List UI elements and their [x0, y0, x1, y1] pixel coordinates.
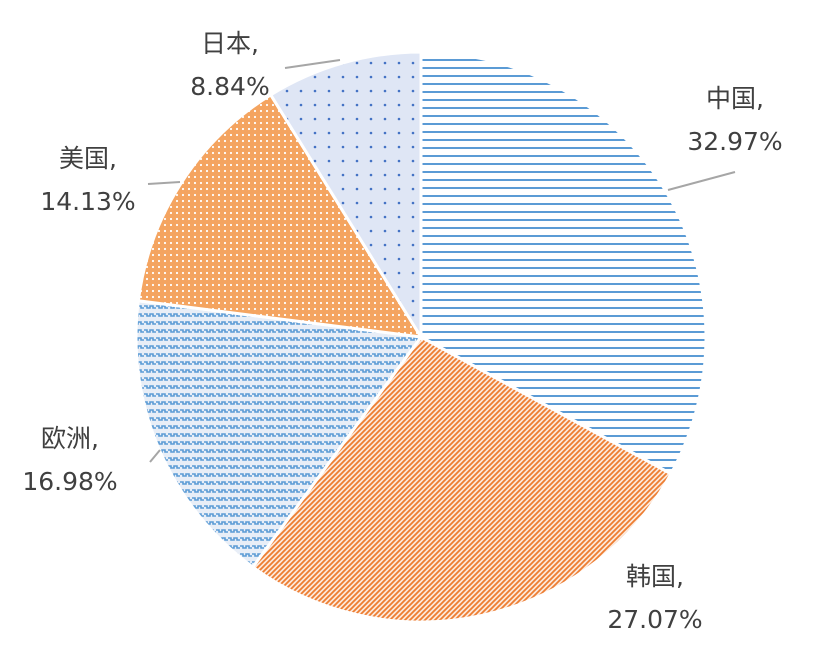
- pie-slice: [419, 50, 708, 476]
- category-label: 美国,: [59, 144, 117, 173]
- leader-line: [147, 181, 181, 185]
- pie-slice: [250, 335, 674, 624]
- category-label: 日本,: [201, 29, 259, 58]
- category-label: 韩国,: [626, 562, 684, 591]
- value-label: 27.07%: [607, 605, 702, 634]
- value-label: 8.84%: [190, 72, 269, 101]
- leader-line: [149, 449, 161, 463]
- leader-line: [667, 171, 736, 191]
- value-label: 32.97%: [687, 127, 782, 156]
- value-label: 14.13%: [40, 187, 135, 216]
- pie-slice: [268, 50, 423, 343]
- category-label: 中国,: [706, 84, 764, 113]
- category-label: 欧洲,: [41, 424, 99, 453]
- leader-line: [284, 59, 341, 69]
- pie-slice: [136, 92, 424, 339]
- value-label: 16.98%: [22, 467, 117, 496]
